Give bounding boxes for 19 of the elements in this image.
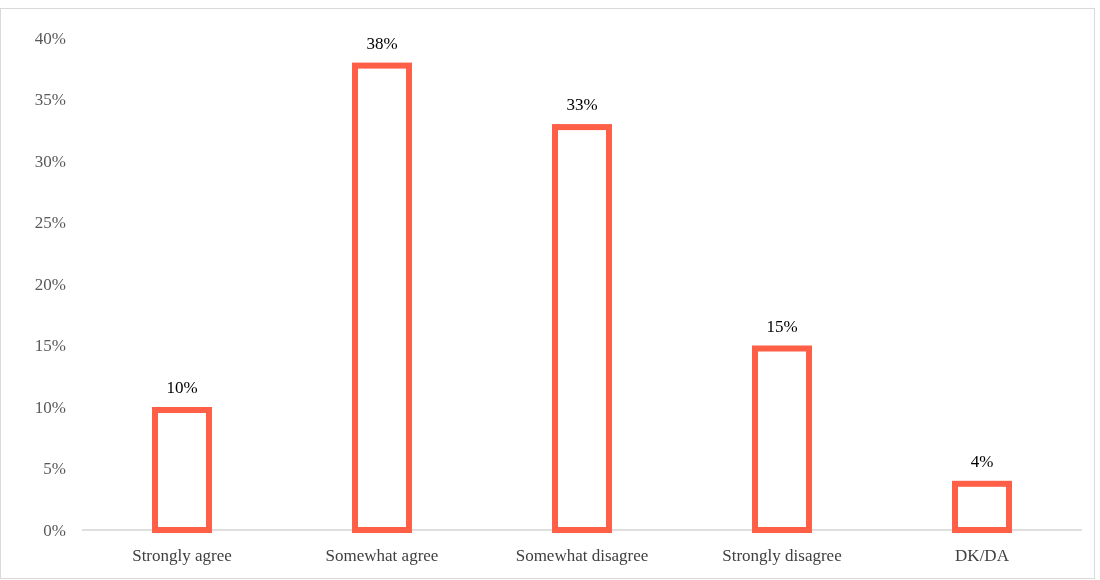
x-tick-label: Somewhat disagree xyxy=(515,546,649,565)
x-tick-label: Somewhat agree xyxy=(325,546,439,565)
x-tick-label: Strongly agree xyxy=(132,546,232,565)
data-label: 33% xyxy=(566,95,598,115)
y-tick-label: 35% xyxy=(34,90,66,110)
y-tick-label: 0% xyxy=(43,520,66,540)
data-label: 10% xyxy=(166,378,198,397)
y-tick-label: 10% xyxy=(34,397,66,417)
data-label: 15% xyxy=(766,316,798,336)
data-label: 4% xyxy=(970,451,994,471)
y-tick-label: 15% xyxy=(34,336,66,356)
y-tick-label: 5% xyxy=(43,459,66,479)
x-tick-label: Strongly disagree xyxy=(722,546,842,565)
y-tick-label: 30% xyxy=(34,151,66,171)
data-label: 38% xyxy=(366,33,398,53)
y-tick-label: 40% xyxy=(34,28,66,48)
x-tick-label: DK/DA xyxy=(955,546,1010,565)
y-tick-label: 20% xyxy=(34,274,66,294)
y-tick-label: 25% xyxy=(34,213,66,233)
